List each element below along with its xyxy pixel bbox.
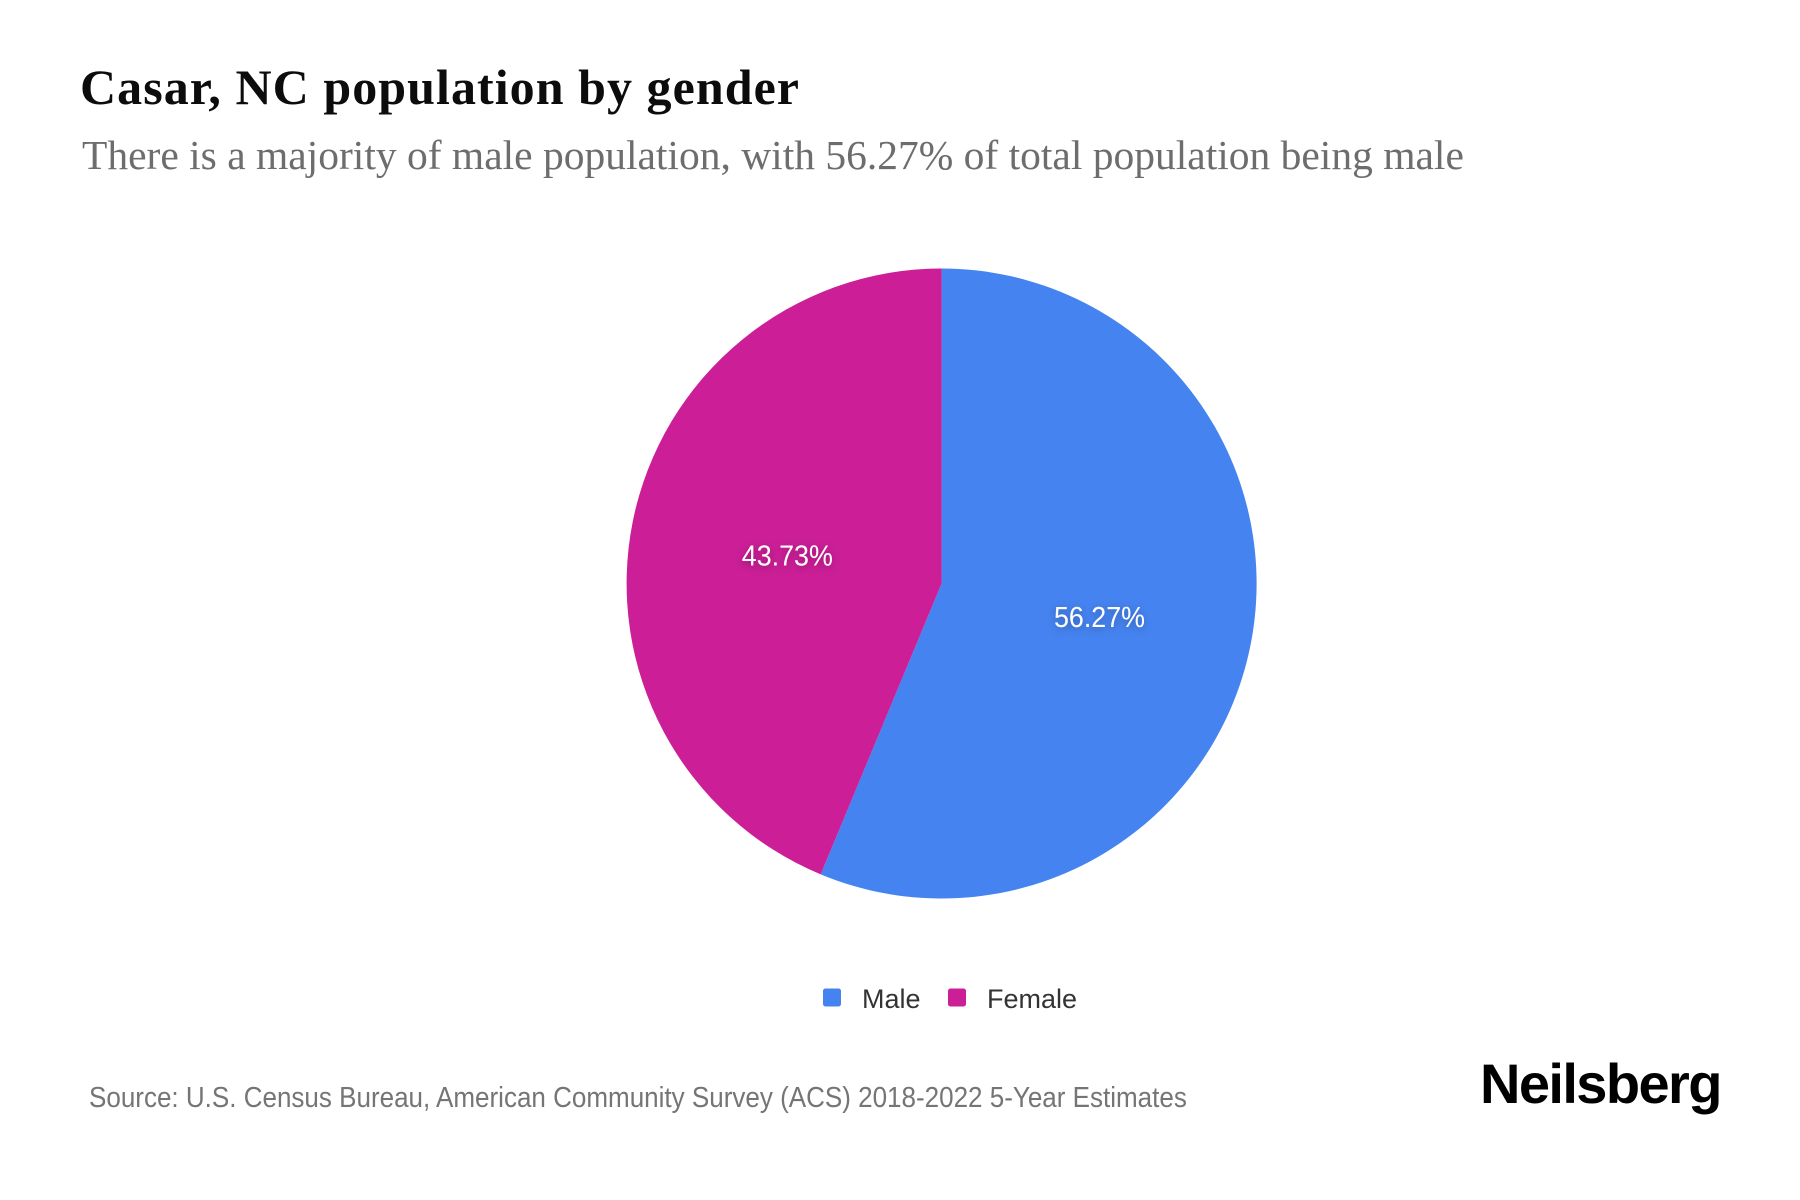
svg-text:56.27%: 56.27%: [1054, 602, 1145, 634]
svg-text:Male: Male: [862, 984, 921, 1014]
svg-text:Female: Female: [987, 984, 1077, 1014]
svg-text:43.73%: 43.73%: [742, 541, 833, 573]
